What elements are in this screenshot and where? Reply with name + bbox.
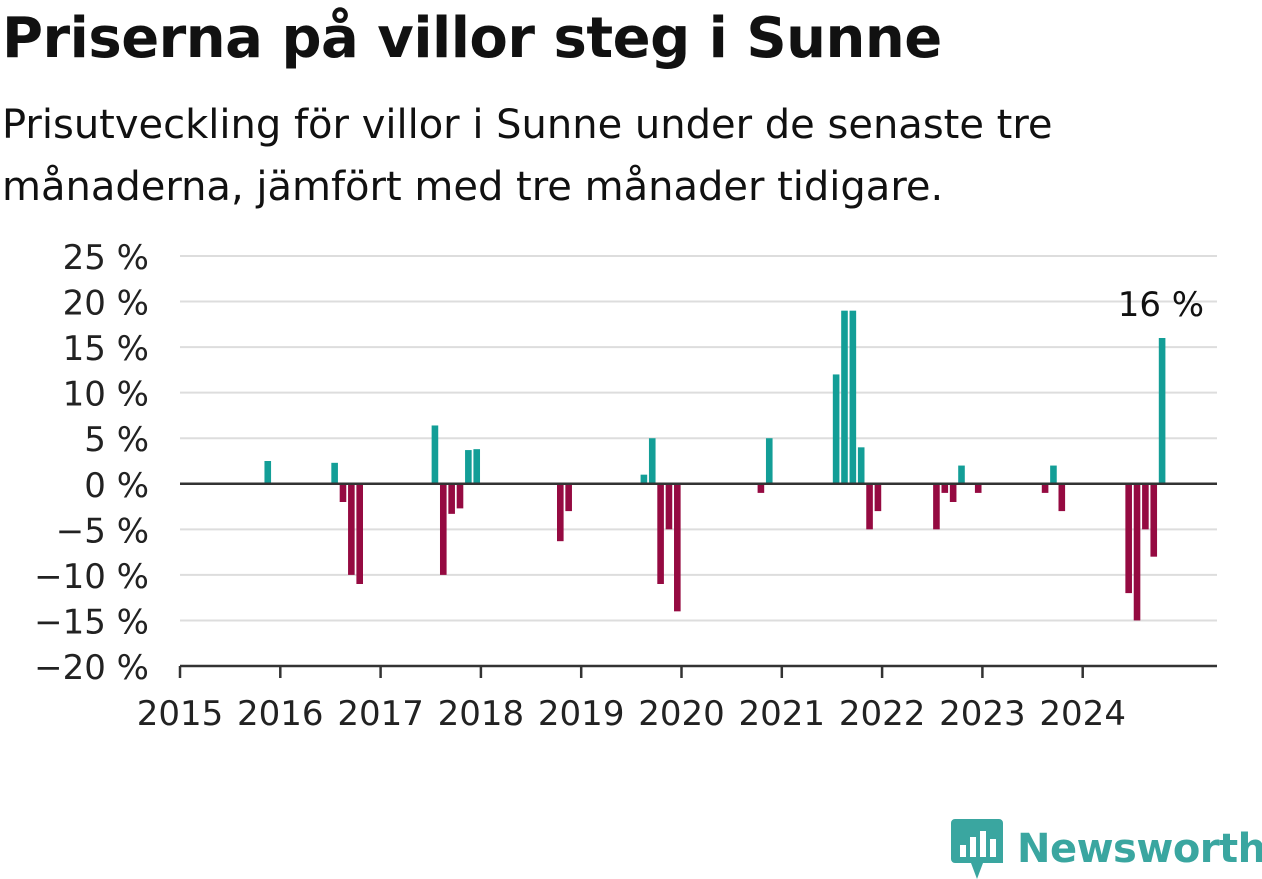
x-tick-label: 2019	[538, 694, 625, 734]
bar	[465, 450, 472, 484]
bar	[648, 438, 656, 484]
data-label: 16 %	[1118, 285, 1204, 325]
bar	[941, 483, 949, 493]
bar	[857, 447, 865, 484]
bar	[348, 483, 355, 575]
y-tick-label: −20 %	[34, 648, 149, 688]
x-tick-label: 2017	[337, 694, 424, 734]
bar	[1125, 483, 1132, 594]
bar	[765, 438, 773, 484]
bar	[674, 483, 681, 612]
chart-subtitle: Prisutveckling för villor i Sunne under …	[2, 102, 1053, 210]
bar	[331, 462, 338, 484]
bar	[1158, 338, 1166, 484]
bar	[473, 449, 481, 484]
bar	[1142, 483, 1149, 530]
bar	[264, 461, 272, 484]
x-tick-label: 2018	[438, 694, 525, 734]
x-tick-label: 2016	[237, 694, 324, 734]
y-tick-label: 25 %	[63, 238, 149, 278]
y-tick-label: −15 %	[34, 602, 149, 642]
bar	[832, 374, 840, 484]
brand-name: Newsworthy	[1017, 826, 1262, 872]
x-tick-label: 2023	[939, 694, 1026, 734]
y-tick-label: 20 %	[63, 284, 149, 324]
y-tick-label: 5 %	[84, 420, 149, 460]
bar	[1050, 465, 1057, 484]
bar	[557, 483, 564, 542]
bar	[949, 483, 957, 502]
brand-logo: Newsworthy	[951, 819, 1262, 879]
x-tick-label: 2024	[1039, 694, 1126, 734]
y-tick-label: −10 %	[34, 557, 149, 597]
bar	[933, 483, 940, 530]
y-tick-label: 15 %	[63, 329, 149, 369]
bar	[1041, 483, 1049, 493]
bar	[849, 310, 857, 484]
bar	[640, 474, 648, 484]
y-tick-label: 0 %	[84, 466, 149, 506]
bar	[1150, 483, 1158, 557]
bar	[841, 310, 848, 484]
y-tick-label: −5 %	[56, 511, 149, 551]
bar	[448, 483, 455, 514]
bar	[757, 483, 765, 493]
chart-title: Priserna på villor steg i Sunne	[2, 6, 942, 71]
bar	[958, 465, 965, 484]
newsworthy-logo-icon	[951, 819, 1003, 879]
bar	[431, 425, 439, 484]
bar	[1058, 483, 1066, 512]
bar	[456, 483, 464, 509]
x-tick-label: 2021	[739, 694, 826, 734]
bar	[665, 483, 673, 530]
y-tick-label: 10 %	[63, 375, 149, 415]
bar	[356, 483, 363, 584]
bar	[874, 483, 882, 512]
bar	[1133, 483, 1141, 621]
x-tick-label: 2015	[137, 694, 224, 734]
bar	[974, 483, 982, 493]
bar	[339, 483, 347, 502]
bar	[657, 483, 664, 584]
bar	[439, 483, 447, 575]
bar	[866, 483, 873, 530]
bar	[565, 483, 572, 512]
x-tick-label: 2020	[638, 694, 725, 734]
x-tick-label: 2022	[839, 694, 926, 734]
